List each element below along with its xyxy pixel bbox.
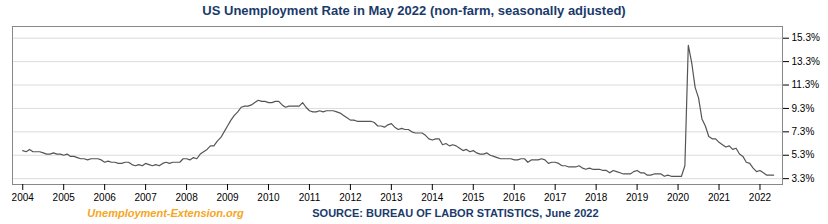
svg-text:2016: 2016 bbox=[503, 192, 526, 203]
svg-text:2020: 2020 bbox=[667, 192, 690, 203]
svg-text:2008: 2008 bbox=[175, 192, 198, 203]
svg-text:9.3%: 9.3% bbox=[792, 103, 815, 114]
html-text:Unemployment-Extension.org: Unemployment-Extension.org bbox=[87, 207, 244, 219]
html-text:SOURCE: BUREAU OF LABOR STATIS: SOURCE: BUREAU OF LABOR STATISTICS, June… bbox=[312, 207, 599, 219]
svg-text:2011: 2011 bbox=[299, 192, 321, 203]
svg-text:2013: 2013 bbox=[380, 192, 403, 203]
svg-text:2006: 2006 bbox=[94, 192, 117, 203]
svg-text:2009: 2009 bbox=[216, 192, 239, 203]
svg-text:2012: 2012 bbox=[339, 192, 362, 203]
svg-text:2017: 2017 bbox=[544, 192, 567, 203]
svg-text:2022: 2022 bbox=[749, 192, 772, 203]
svg-text:7.3%: 7.3% bbox=[792, 126, 815, 137]
svg-text:13.3%: 13.3% bbox=[792, 56, 820, 67]
svg-text:2004: 2004 bbox=[12, 192, 35, 203]
svg-text:2014: 2014 bbox=[421, 192, 444, 203]
svg-text:2021: 2021 bbox=[708, 192, 731, 203]
svg-text:5.3%: 5.3% bbox=[792, 149, 815, 160]
svg-text:2015: 2015 bbox=[462, 192, 485, 203]
svg-text:2007: 2007 bbox=[134, 192, 157, 203]
svg-text:15.3%: 15.3% bbox=[792, 32, 820, 43]
svg-text:2005: 2005 bbox=[53, 192, 76, 203]
svg-text:3.3%: 3.3% bbox=[792, 173, 815, 184]
html-text:US Unemployment Rate in May 20: US Unemployment Rate in May 2022 (non-fa… bbox=[202, 3, 626, 18]
svg-text:2019: 2019 bbox=[626, 192, 649, 203]
svg-text:2010: 2010 bbox=[257, 192, 280, 203]
svg-text:2018: 2018 bbox=[585, 192, 608, 203]
svg-text:11.3%: 11.3% bbox=[792, 79, 820, 90]
